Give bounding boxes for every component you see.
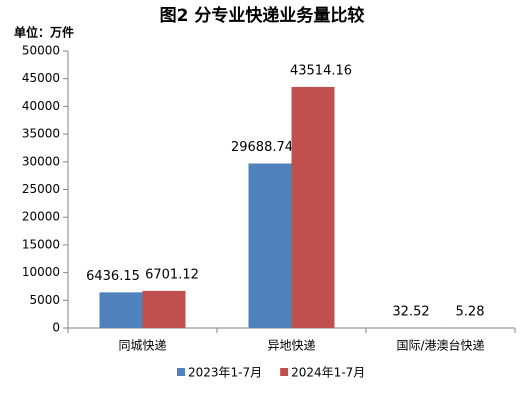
legend-swatch bbox=[280, 368, 289, 376]
value-label: 43514.16 bbox=[290, 63, 352, 78]
y-tick-label: 0 bbox=[52, 321, 60, 335]
legend-label: 2023年1-7月 bbox=[188, 366, 262, 380]
x-tick-label: 国际/港澳台快递 bbox=[396, 338, 484, 353]
value-label: 6436.15 bbox=[86, 269, 140, 284]
y-tick-label: 45000 bbox=[22, 71, 60, 85]
y-tick-label: 5000 bbox=[29, 293, 60, 307]
y-tick-label: 20000 bbox=[22, 210, 60, 224]
y-tick-label: 35000 bbox=[22, 127, 60, 141]
legend-swatch bbox=[177, 368, 185, 376]
chart-title: 图2 分专业快递业务量比较 bbox=[160, 5, 365, 26]
value-label: 29688.74 bbox=[231, 140, 293, 155]
y-tick-label: 40000 bbox=[22, 99, 60, 113]
x-tick-label: 异地快递 bbox=[267, 339, 315, 353]
y-tick-label: 15000 bbox=[22, 237, 60, 251]
bar bbox=[291, 86, 335, 329]
y-tick-label: 10000 bbox=[22, 265, 60, 279]
x-tick-label: 同城快递 bbox=[118, 339, 166, 353]
y-tick-label: 50000 bbox=[22, 44, 60, 58]
bar bbox=[248, 163, 292, 328]
y-tick-label: 30000 bbox=[22, 154, 60, 168]
legend-label: 2024年1-7月 bbox=[291, 366, 365, 380]
value-label: 6701.12 bbox=[145, 267, 199, 282]
unit-label: 单位：万件 bbox=[14, 25, 74, 40]
bar bbox=[142, 290, 186, 328]
value-label: 32.52 bbox=[392, 304, 429, 319]
value-label: 5.28 bbox=[456, 304, 485, 319]
y-tick-label: 25000 bbox=[22, 182, 60, 196]
bar bbox=[99, 292, 143, 328]
